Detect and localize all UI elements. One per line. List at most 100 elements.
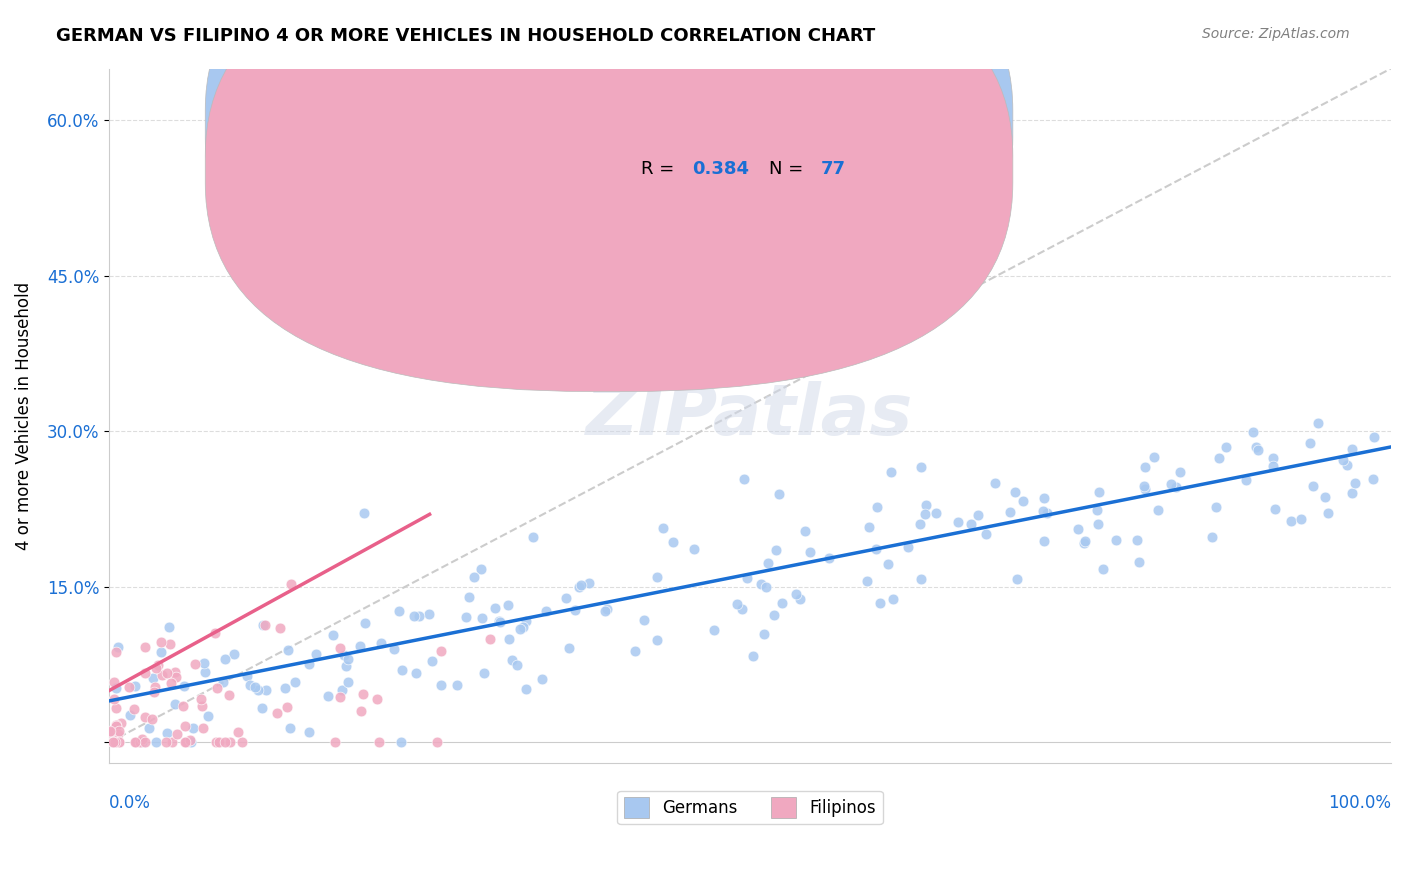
Point — [280, 577, 302, 591]
Point — [104, 735, 127, 749]
Point — [1087, 503, 1109, 517]
Point — [218, 735, 240, 749]
Point — [1215, 440, 1237, 454]
Point — [107, 727, 129, 741]
Point — [337, 674, 360, 689]
Point — [124, 679, 146, 693]
Point — [564, 603, 586, 617]
Point — [166, 727, 188, 741]
Point — [1133, 479, 1156, 493]
Point — [146, 658, 169, 673]
Point — [557, 641, 579, 656]
Point — [134, 640, 156, 655]
Point — [418, 607, 440, 621]
Point — [214, 735, 236, 749]
Point — [910, 459, 932, 474]
Point — [1331, 453, 1354, 467]
Point — [948, 515, 970, 529]
Point — [1000, 505, 1022, 519]
Text: 0.712: 0.712 — [692, 115, 749, 133]
Point — [914, 508, 936, 522]
Point — [246, 683, 269, 698]
Point — [205, 681, 228, 695]
Point — [1091, 562, 1114, 576]
Point — [104, 718, 127, 732]
Point — [484, 601, 506, 615]
Point — [470, 562, 492, 576]
Point — [1362, 430, 1385, 444]
Point — [205, 735, 228, 749]
Point — [305, 647, 328, 661]
Point — [915, 498, 938, 512]
Point — [1032, 504, 1054, 518]
Point — [1087, 517, 1109, 532]
Point — [329, 690, 352, 705]
Point — [882, 591, 904, 606]
Point — [496, 598, 519, 612]
Point — [501, 653, 523, 667]
Text: Source: ZipAtlas.com: Source: ZipAtlas.com — [1202, 27, 1350, 41]
Point — [103, 691, 125, 706]
Point — [479, 632, 502, 646]
Point — [103, 675, 125, 690]
Point — [337, 651, 360, 665]
Point — [231, 735, 253, 749]
Point — [110, 715, 132, 730]
Point — [352, 687, 374, 701]
Point — [156, 726, 179, 740]
Point — [104, 645, 127, 659]
Point — [298, 725, 321, 739]
Text: 182: 182 — [821, 115, 858, 133]
Point — [472, 666, 495, 681]
Point — [128, 735, 150, 749]
Point — [596, 601, 619, 615]
Point — [101, 735, 124, 749]
Point — [134, 709, 156, 723]
Point — [645, 569, 668, 583]
Point — [645, 633, 668, 648]
Point — [145, 660, 167, 674]
Point — [165, 697, 187, 711]
Point — [430, 678, 453, 692]
Point — [322, 628, 344, 642]
Point — [174, 735, 197, 749]
Point — [214, 652, 236, 666]
FancyBboxPatch shape — [564, 96, 936, 208]
Point — [869, 596, 891, 610]
Point — [877, 557, 900, 571]
Point — [858, 520, 880, 534]
Point — [498, 632, 520, 647]
Point — [239, 678, 262, 692]
Point — [124, 702, 146, 716]
Point — [488, 615, 510, 629]
Point — [107, 735, 129, 749]
Point — [651, 521, 673, 535]
Point — [329, 641, 352, 656]
Point — [456, 610, 478, 624]
Point — [506, 657, 529, 672]
Point — [145, 735, 167, 749]
Point — [471, 611, 494, 625]
Point — [1247, 443, 1270, 458]
Point — [142, 672, 165, 686]
Point — [107, 640, 129, 654]
Point — [1205, 500, 1227, 514]
Point — [366, 692, 388, 706]
Point — [316, 689, 339, 703]
Point — [742, 648, 765, 663]
Point — [150, 668, 173, 682]
Point — [389, 735, 412, 749]
Text: R =: R = — [641, 115, 681, 133]
Point — [208, 735, 231, 749]
Point — [325, 735, 347, 749]
Point — [278, 721, 301, 735]
Point — [865, 500, 887, 514]
Point — [1306, 416, 1329, 430]
Point — [252, 618, 274, 632]
Point — [190, 692, 212, 706]
Point — [984, 475, 1007, 490]
Point — [817, 551, 839, 566]
Point — [160, 735, 183, 749]
Point — [204, 626, 226, 640]
Point — [134, 735, 156, 749]
